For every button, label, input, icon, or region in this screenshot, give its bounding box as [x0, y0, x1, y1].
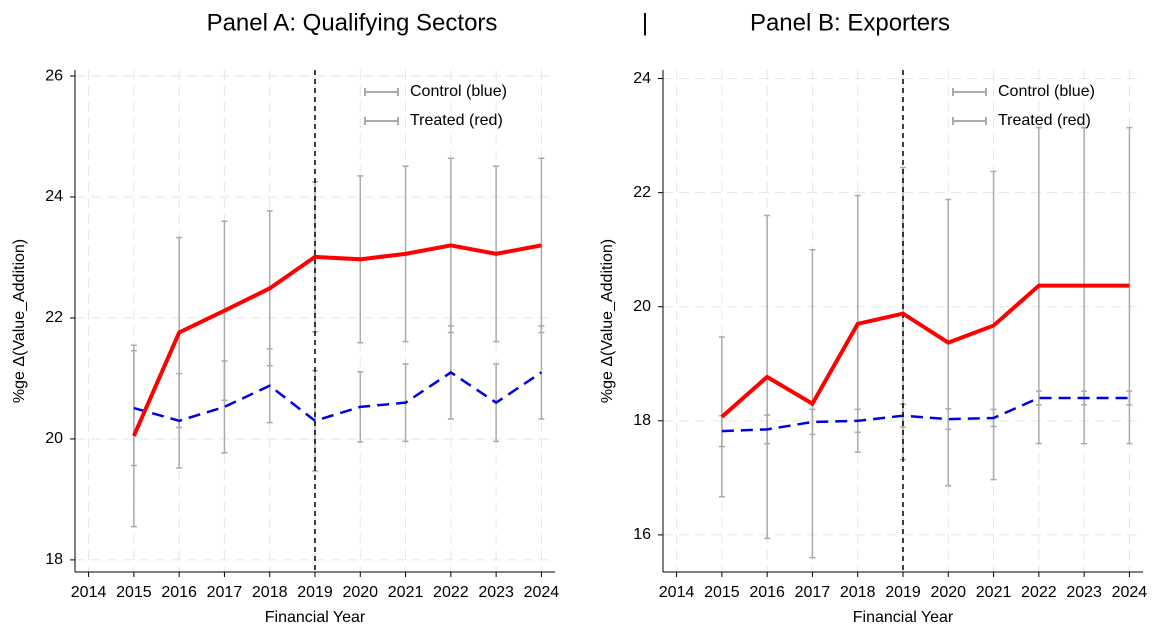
x-tick-label: 2018	[252, 584, 288, 601]
x-tick-label: 2020	[342, 584, 378, 601]
legend-symbol	[364, 88, 399, 96]
y-tick-label: 26	[45, 67, 63, 84]
error-bar	[718, 336, 725, 498]
y-tick-label: 22	[633, 184, 651, 201]
line	[133, 370, 543, 423]
x-tick-label: 2014	[71, 584, 107, 601]
x-tick-label: 2015	[116, 584, 152, 601]
x-tick-label: 2021	[388, 584, 424, 601]
x-tick-label: 2022	[1021, 584, 1057, 601]
x-tick-label: 2019	[297, 584, 333, 601]
x-tick-label: 2017	[207, 584, 243, 601]
legend-symbol	[952, 88, 987, 96]
y-tick-label: 20	[45, 430, 63, 447]
legend-label: Control (blue)	[410, 83, 507, 100]
legend-label: Control (blue)	[998, 83, 1095, 100]
x-tick-label: 2016	[161, 584, 197, 601]
title-separator: |	[642, 9, 648, 36]
y-tick-label: 16	[633, 526, 651, 543]
x-tick-label: 2014	[659, 584, 695, 601]
x-tick-label: 2019	[885, 584, 921, 601]
error-bar	[130, 344, 137, 528]
legend-symbol	[952, 117, 987, 125]
x-axis-label: Financial Year	[853, 609, 954, 626]
line	[720, 283, 1130, 419]
y-tick-label: 22	[45, 309, 63, 326]
x-tick-label: 2023	[478, 584, 514, 601]
x-tick-label: 2020	[930, 584, 966, 601]
y-tick-label: 18	[633, 412, 651, 429]
line	[721, 396, 1130, 433]
error-bar	[1126, 126, 1133, 445]
x-tick-label: 2022	[433, 584, 469, 601]
y-axis-label: %ge Δ(Value_Addition)	[599, 239, 616, 403]
panel-title: Panel B: Exporters	[750, 9, 950, 36]
x-tick-label: 2024	[524, 584, 560, 601]
x-tick-label: 2018	[840, 584, 876, 601]
y-tick-label: 20	[633, 298, 651, 315]
line	[132, 243, 542, 437]
x-axis-label: Financial Year	[265, 609, 366, 626]
x-tick-label: 2017	[795, 584, 831, 601]
panel-title: Panel A: Qualifying Sectors	[207, 9, 498, 36]
x-tick-label: 2024	[1112, 584, 1148, 601]
panel: Panel A: Qualifying Sectors1820222426201…	[11, 9, 559, 626]
y-axis-label: %ge Δ(Value_Addition)	[11, 239, 28, 403]
x-tick-label: 2023	[1066, 584, 1102, 601]
legend-label: Treated (red)	[410, 112, 503, 129]
x-tick-label: 2016	[749, 584, 785, 601]
y-tick-label: 24	[633, 70, 651, 87]
x-tick-label: 2015	[704, 584, 740, 601]
x-tick-label: 2021	[976, 584, 1012, 601]
legend-symbol	[364, 117, 399, 125]
legend-label: Treated (red)	[998, 112, 1091, 129]
y-tick-label: 18	[45, 551, 63, 568]
y-tick-label: 24	[45, 188, 63, 205]
